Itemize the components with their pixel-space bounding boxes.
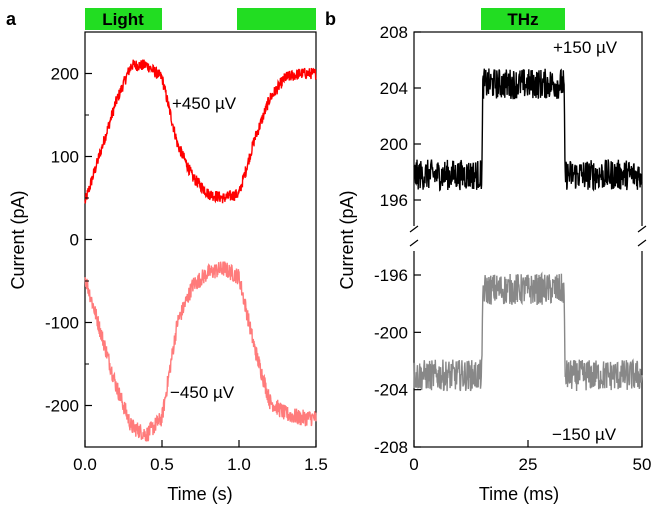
panel-b-left-axis-break [405, 226, 423, 251]
x-tick-label: 1.5 [304, 455, 328, 474]
y-tick-label: -208 [374, 438, 408, 457]
panel-a-plot: 200 100 0 -100 -200 0.0 0.5 1.0 1.5 +450 µV −45… [8, 31, 328, 504]
panel-b-y-ticks: 208 204 200 196 -196 -200 -204 -208 [374, 23, 421, 457]
panel-b-x-ticks: 0 25 50 [409, 440, 651, 474]
panel-a-x-axis-label: Time (s) [167, 484, 232, 504]
x-tick-label: 0.0 [73, 455, 97, 474]
trace-minus-150uv [413, 271, 643, 392]
y-tick-label: 208 [380, 23, 408, 42]
panel-a-plus-label: +450 µV [172, 94, 237, 113]
panel-a-y-ticks: 200 100 0 -100 -200 [45, 31, 92, 448]
light-on-bar-1 [85, 8, 162, 30]
light-on-bar-2 [237, 8, 316, 30]
panel-a-x-ticks: 0.0 0.5 1.0 1.5 [73, 440, 328, 474]
trace-plus-450uv [84, 59, 317, 204]
panel-a-y-axis-label: Current (pA) [8, 190, 28, 289]
y-tick-label: -204 [374, 381, 408, 400]
panel-a-minus-label: −450 µV [170, 383, 235, 402]
thz-on-bar [481, 8, 565, 30]
y-tick-label: -200 [45, 397, 79, 416]
panel-b-y-axis-label: Current (pA) [337, 190, 357, 289]
panel-b-plot: 208 204 200 196 -196 -200 -204 -208 0 25 50 +150 … [337, 23, 651, 504]
trace-minus-450uv [84, 261, 317, 442]
y-tick-label: 204 [380, 79, 408, 98]
x-tick-label: 0 [409, 455, 418, 474]
panel-b-plus-label: +150 µV [553, 38, 618, 57]
y-tick-label: 200 [380, 135, 408, 154]
y-tick-label: 100 [51, 148, 79, 167]
x-tick-label: 0.5 [150, 455, 174, 474]
x-tick-label: 25 [519, 455, 538, 474]
panel-a-traces [84, 59, 317, 442]
left-break-mark [409, 225, 419, 247]
panel-a-letter: a [6, 9, 17, 29]
y-tick-label: -196 [374, 266, 408, 285]
trace-plus-150uv [413, 68, 643, 192]
y-tick-label: 200 [51, 65, 79, 84]
thz-label: THz [507, 10, 538, 29]
x-tick-label: 1.0 [227, 455, 251, 474]
light-label: Light [102, 10, 144, 29]
panel-b-letter: b [325, 9, 336, 29]
panel-b-traces [413, 68, 643, 392]
panel-b-minus-label: −150 µV [552, 425, 617, 444]
y-tick-label: -200 [374, 323, 408, 342]
y-tick-label: -100 [45, 314, 79, 333]
y-tick-label: 196 [380, 191, 408, 210]
right-break-mark [637, 225, 647, 247]
x-tick-label: 50 [633, 455, 652, 474]
y-tick-label: 0 [70, 231, 79, 250]
panel-b-right-axis-break [633, 226, 651, 251]
panel-b-x-axis-label: Time (ms) [479, 484, 559, 504]
